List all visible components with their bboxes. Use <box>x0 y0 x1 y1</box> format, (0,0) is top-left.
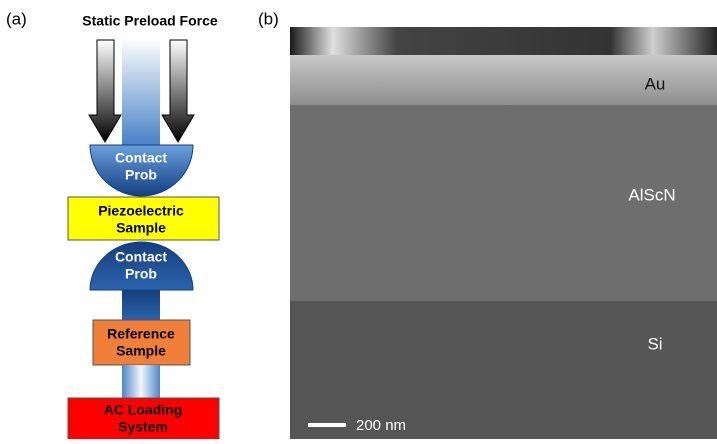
block-label: AC Loading <box>104 402 183 418</box>
stem <box>122 290 160 320</box>
arrow <box>89 40 121 142</box>
diagram-title: Static Preload Force <box>82 13 218 29</box>
layer-label: AlScN <box>628 185 675 204</box>
stem <box>122 365 160 398</box>
block-label: System <box>118 419 168 435</box>
scale-label: 200 nm <box>356 417 406 434</box>
panel-a: (a) Static Preload Force ContactProbPiez… <box>6 9 219 439</box>
sem-top <box>290 27 717 57</box>
block-label: Prob <box>125 266 157 282</box>
stem <box>122 38 160 153</box>
block-label: Contact <box>115 249 167 265</box>
block-label: Sample <box>116 220 166 236</box>
layer-label: Si <box>647 334 662 353</box>
panel-label: (a) <box>6 9 27 28</box>
layer-label: Au <box>645 74 666 93</box>
si-layer <box>290 301 717 439</box>
block-label: Contact <box>115 150 167 166</box>
block-label: Sample <box>116 343 166 359</box>
panel-b: (b) Au AlScN Si 200 nm <box>258 9 717 439</box>
arrow <box>162 40 194 142</box>
block-label: Piezoelectric <box>98 203 184 219</box>
panel-label: (b) <box>258 9 279 28</box>
block-label: Prob <box>125 167 157 183</box>
block-label: Reference <box>107 326 175 342</box>
figure: (a) Static Preload Force ContactProbPiez… <box>0 0 717 439</box>
